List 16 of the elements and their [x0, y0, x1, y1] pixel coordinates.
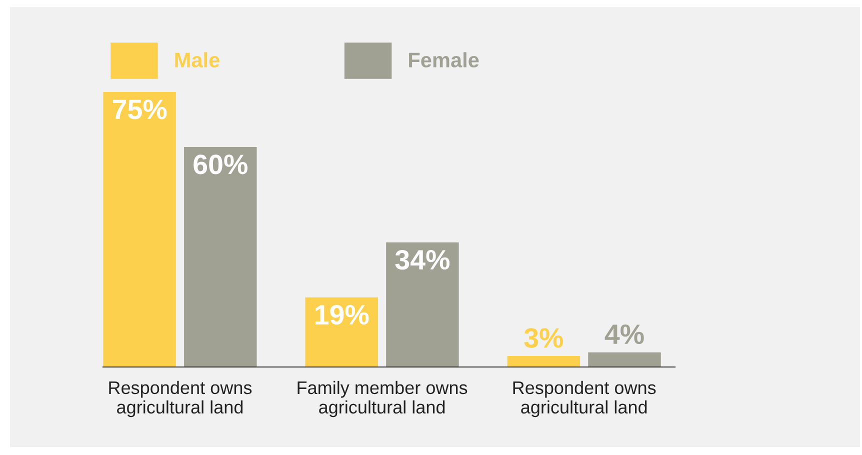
data-label: 60%	[194, 154, 248, 174]
data-label: 75%	[112, 100, 167, 120]
x-tick-label: Respondent owns agricultural land	[513, 380, 656, 418]
data-label: 3%	[524, 328, 564, 348]
legend-label: Female	[409, 52, 479, 68]
x-tick-label: Family member owns agricultural land	[298, 380, 468, 418]
bar	[588, 352, 661, 367]
bar	[386, 242, 459, 367]
data-label: 4%	[604, 324, 644, 344]
data-label: 34%	[395, 250, 450, 270]
bar	[507, 356, 580, 367]
data-label: 19%	[316, 304, 369, 325]
x-tick-label: Respondent owns agricultural land	[109, 380, 252, 418]
bar	[184, 147, 257, 367]
legend-label: Male	[175, 52, 220, 68]
bar	[103, 92, 176, 367]
